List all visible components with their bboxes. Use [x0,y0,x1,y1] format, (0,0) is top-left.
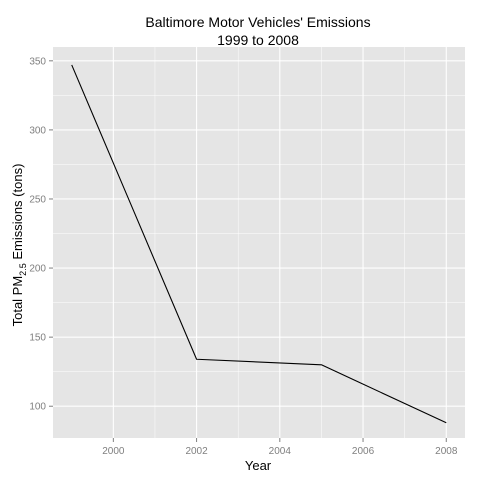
chart-title-line-1: Baltimore Motor Vehicles' Emissions [145,14,370,30]
y-axis-title-subscript: 2.5 [18,263,28,276]
chart-title-line-2: 1999 to 2008 [217,32,299,48]
x-tick-label: 2004 [269,446,292,457]
x-tick-label: 2006 [352,446,375,457]
y-tick-label: 250 [29,194,46,205]
y-tick-label: 150 [29,333,46,344]
y-axis-title-suffix: Emissions (tons) [10,164,25,264]
y-tick-label: 100 [29,402,46,413]
minor-gridlines [53,47,465,438]
series-line [71,64,447,424]
x-axis-title: Year [245,458,272,473]
y-tick-label: 350 [29,56,46,67]
y-tick-label: 300 [29,125,46,136]
x-tick-labels: 2000 2002 2004 2006 2008 [102,446,458,457]
plot-panel [53,47,465,438]
major-gridlines [53,47,465,438]
axis-ticks [49,60,447,442]
y-tick-label: 200 [29,264,46,275]
x-tick-label: 2000 [102,446,125,457]
y-axis-title-prefix: Total PM [10,276,25,327]
y-axis-title: Total PM2.5 Emissions (tons) [10,164,28,327]
x-tick-label: 2002 [185,446,208,457]
y-tick-labels: 100 150 200 250 300 350 [29,56,46,412]
x-tick-label: 2008 [435,446,458,457]
series-layer [71,64,447,424]
